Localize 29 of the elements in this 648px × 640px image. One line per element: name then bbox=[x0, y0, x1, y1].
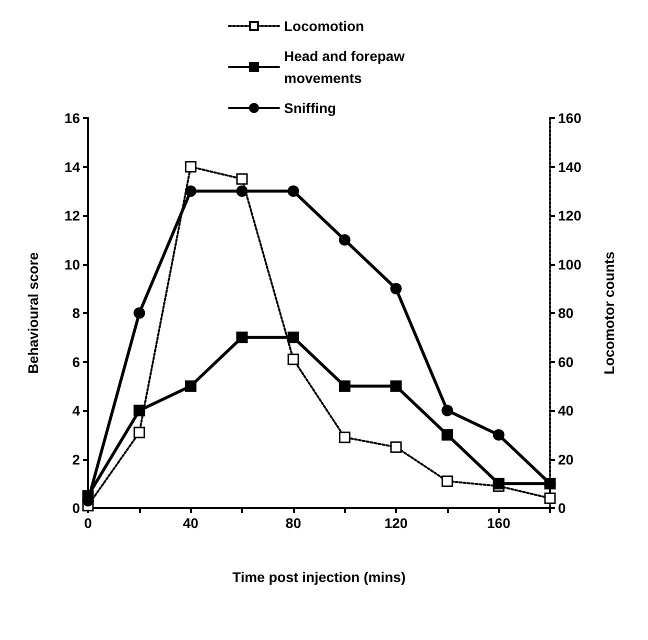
legend-label: Locomotion bbox=[284, 18, 364, 34]
y-tick-label: 12 bbox=[64, 208, 80, 224]
x-axis-title: Time post injection (mins) bbox=[232, 569, 406, 585]
y2-tick-label: 60 bbox=[558, 354, 574, 370]
x-tick-label: 120 bbox=[384, 515, 408, 531]
y-tick-label: 4 bbox=[72, 402, 80, 418]
y-tick-label: 8 bbox=[72, 305, 80, 321]
y-tick-label: 14 bbox=[64, 158, 80, 175]
y2-tick-label: 40 bbox=[558, 402, 574, 418]
y2-tick-label: 20 bbox=[558, 451, 574, 468]
y2-tick-label: 120 bbox=[558, 208, 582, 224]
legend-label: Head and forepaw movements bbox=[284, 48, 408, 86]
y2-axis-title: Locomotor counts bbox=[601, 251, 617, 374]
y-tick-label: 16 bbox=[64, 110, 80, 126]
y2-tick-label: 100 bbox=[558, 256, 582, 272]
x-tick-label: 160 bbox=[486, 515, 511, 531]
legend-label: Sniffing bbox=[284, 100, 336, 116]
y-axis-title: Behavioural score bbox=[25, 252, 41, 374]
x-tick-label: 80 bbox=[286, 515, 302, 531]
y-tick-label: 0 bbox=[72, 500, 80, 516]
x-tick-label: 40 bbox=[182, 515, 199, 531]
y-tick-label: 2 bbox=[72, 451, 80, 468]
y2-tick-label: 0 bbox=[558, 500, 566, 516]
x-tick-label: 0 bbox=[84, 515, 92, 531]
y2-tick-label: 80 bbox=[558, 305, 574, 321]
y-tick-label: 10 bbox=[64, 256, 80, 272]
y2-tick-label: 140 bbox=[558, 158, 582, 175]
y-tick-label: 6 bbox=[72, 354, 80, 370]
y2-tick-label: 160 bbox=[558, 110, 582, 126]
